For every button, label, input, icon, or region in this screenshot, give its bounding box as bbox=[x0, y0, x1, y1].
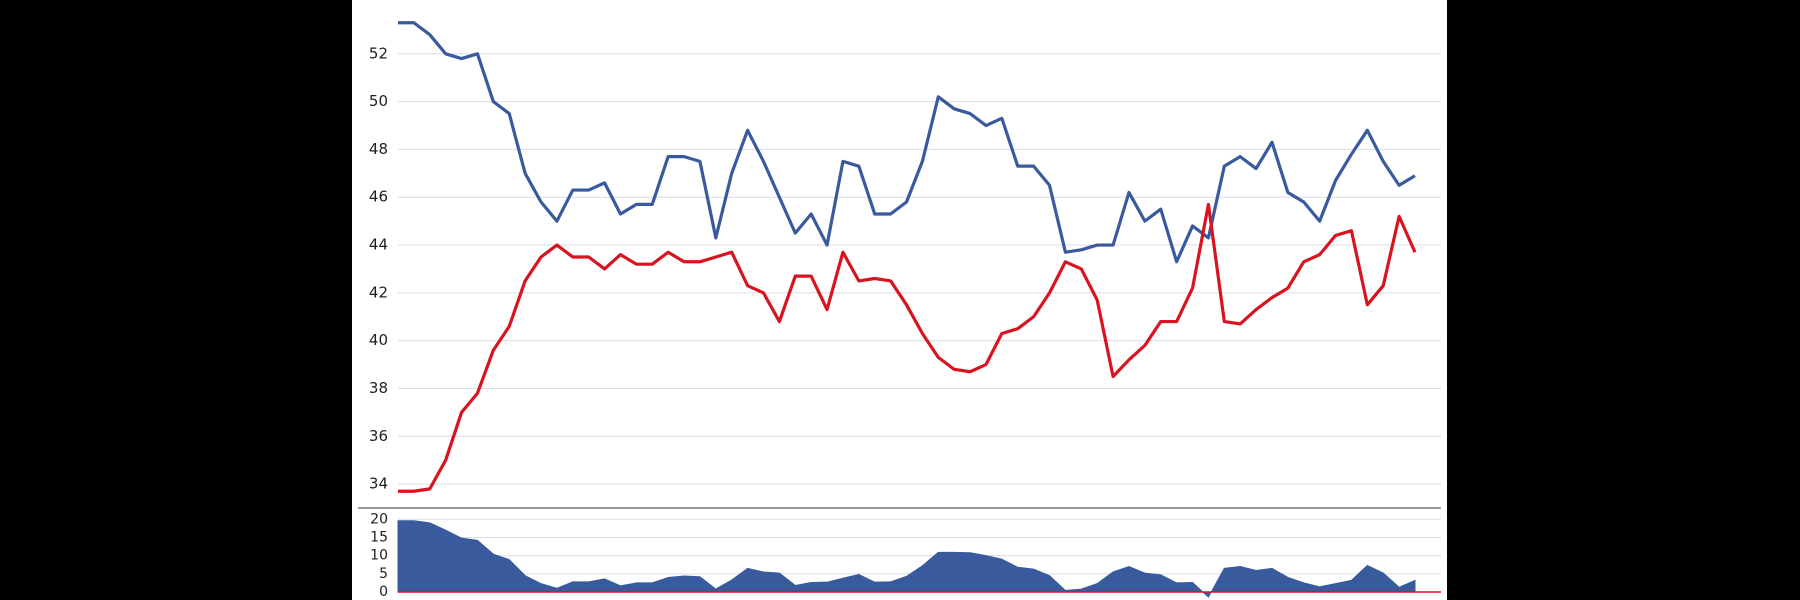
y-tick-label: 36 bbox=[369, 427, 388, 445]
y-tick-label: 5 bbox=[379, 566, 388, 582]
series-line bbox=[398, 21, 1416, 264]
y-tick-label: 10 bbox=[370, 548, 388, 564]
y-tick-label: 38 bbox=[369, 379, 388, 397]
y-tick-label: 50 bbox=[369, 92, 388, 110]
y-tick-label: 44 bbox=[369, 236, 388, 254]
y-tick-label: 40 bbox=[369, 331, 388, 349]
y-tick-label: 46 bbox=[369, 188, 388, 206]
y-tick-label: 0 bbox=[379, 584, 388, 600]
y-tick-label: 34 bbox=[369, 475, 388, 493]
y-tick-label: 20 bbox=[370, 511, 388, 527]
y-tick-label: 48 bbox=[369, 140, 388, 158]
y-tick-label: 42 bbox=[369, 283, 388, 301]
panel bbox=[352, 0, 1447, 600]
area bbox=[397, 520, 1416, 598]
series-line bbox=[398, 202, 1417, 493]
y-tick-label: 15 bbox=[370, 529, 388, 545]
y-tick-label: 52 bbox=[369, 44, 388, 62]
